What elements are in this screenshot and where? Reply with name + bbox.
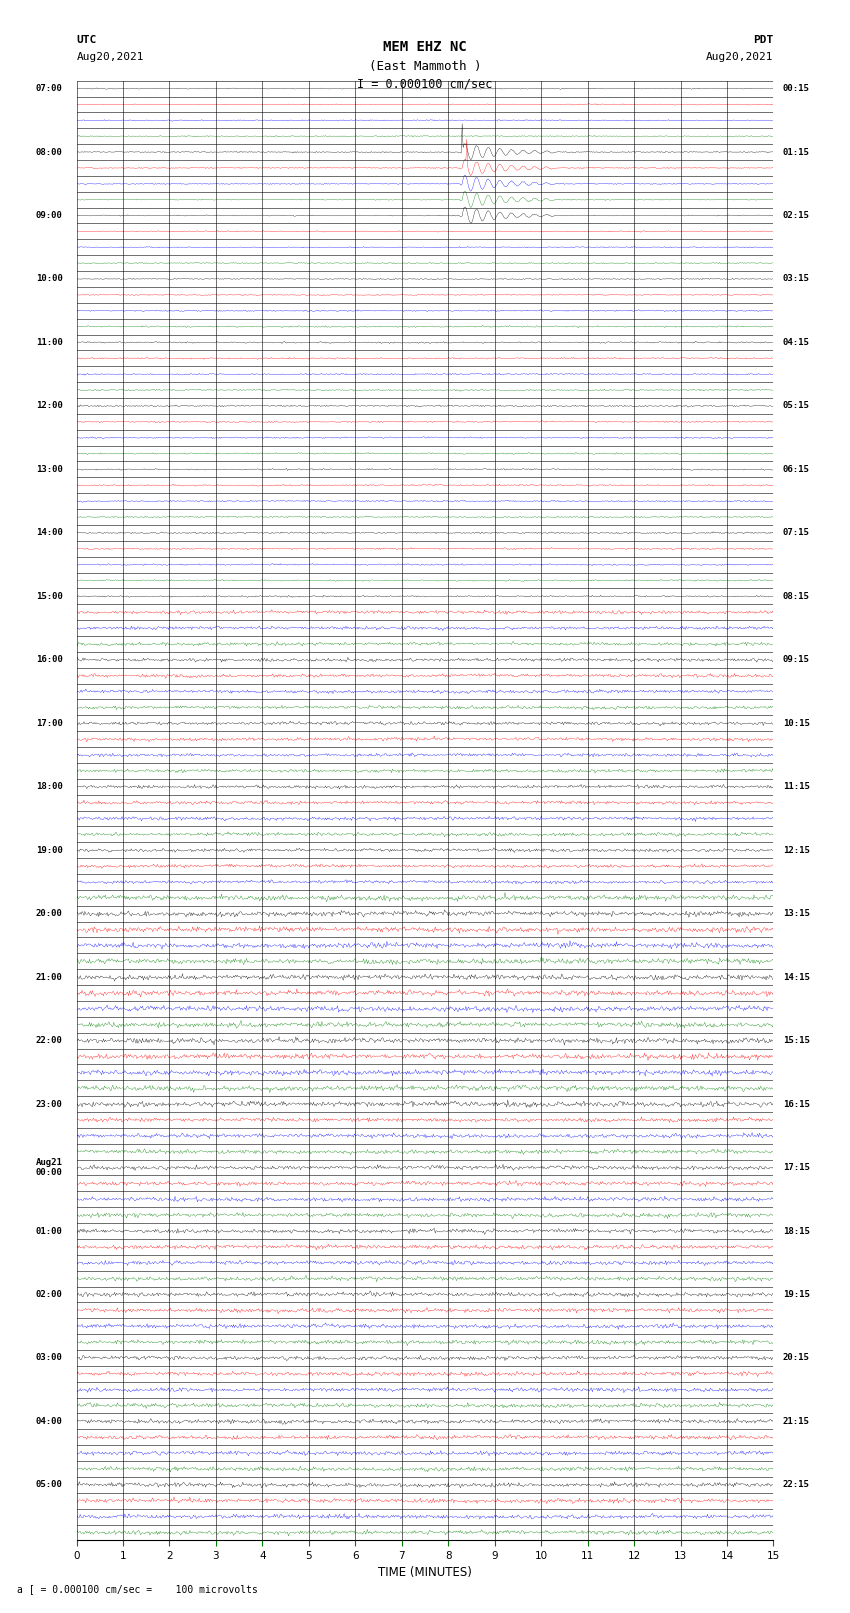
Text: 23:00: 23:00 [36, 1100, 63, 1108]
Text: 01:00: 01:00 [36, 1226, 63, 1236]
X-axis label: TIME (MINUTES): TIME (MINUTES) [378, 1566, 472, 1579]
Text: 15:00: 15:00 [36, 592, 63, 600]
Text: 13:00: 13:00 [36, 465, 63, 474]
Text: 02:15: 02:15 [783, 211, 810, 219]
Text: 11:15: 11:15 [783, 782, 810, 792]
Text: 08:15: 08:15 [783, 592, 810, 600]
Text: 02:00: 02:00 [36, 1290, 63, 1298]
Text: 17:00: 17:00 [36, 719, 63, 727]
Text: Aug20,2021: Aug20,2021 [706, 52, 774, 61]
Text: 17:15: 17:15 [783, 1163, 810, 1173]
Text: UTC: UTC [76, 35, 97, 45]
Text: PDT: PDT [753, 35, 774, 45]
Text: 14:00: 14:00 [36, 529, 63, 537]
Text: 04:00: 04:00 [36, 1416, 63, 1426]
Text: 05:15: 05:15 [783, 402, 810, 410]
Text: 20:00: 20:00 [36, 910, 63, 918]
Text: 04:15: 04:15 [783, 339, 810, 347]
Text: 00:15: 00:15 [783, 84, 810, 94]
Text: 11:00: 11:00 [36, 339, 63, 347]
Text: 19:15: 19:15 [783, 1290, 810, 1298]
Text: 15:15: 15:15 [783, 1036, 810, 1045]
Text: 16:15: 16:15 [783, 1100, 810, 1108]
Text: 21:00: 21:00 [36, 973, 63, 982]
Text: a [ = 0.000100 cm/sec =    100 microvolts: a [ = 0.000100 cm/sec = 100 microvolts [17, 1584, 258, 1594]
Text: MEM EHZ NC: MEM EHZ NC [383, 40, 467, 55]
Text: 05:00: 05:00 [36, 1481, 63, 1489]
Text: 19:00: 19:00 [36, 845, 63, 855]
Text: 07:15: 07:15 [783, 529, 810, 537]
Text: 03:00: 03:00 [36, 1353, 63, 1363]
Text: 06:15: 06:15 [783, 465, 810, 474]
Text: (East Mammoth ): (East Mammoth ) [369, 60, 481, 73]
Text: 10:00: 10:00 [36, 274, 63, 284]
Text: 16:00: 16:00 [36, 655, 63, 665]
Text: Aug21
00:00: Aug21 00:00 [36, 1158, 63, 1177]
Text: 18:00: 18:00 [36, 782, 63, 792]
Text: 21:15: 21:15 [783, 1416, 810, 1426]
Text: I = 0.000100 cm/sec: I = 0.000100 cm/sec [357, 77, 493, 90]
Text: 01:15: 01:15 [783, 147, 810, 156]
Text: 03:15: 03:15 [783, 274, 810, 284]
Text: 10:15: 10:15 [783, 719, 810, 727]
Text: 22:00: 22:00 [36, 1036, 63, 1045]
Text: 09:00: 09:00 [36, 211, 63, 219]
Text: Aug20,2021: Aug20,2021 [76, 52, 144, 61]
Text: 12:00: 12:00 [36, 402, 63, 410]
Text: 13:15: 13:15 [783, 910, 810, 918]
Text: 14:15: 14:15 [783, 973, 810, 982]
Text: 20:15: 20:15 [783, 1353, 810, 1363]
Text: 09:15: 09:15 [783, 655, 810, 665]
Text: 12:15: 12:15 [783, 845, 810, 855]
Text: 08:00: 08:00 [36, 147, 63, 156]
Text: 07:00: 07:00 [36, 84, 63, 94]
Text: 22:15: 22:15 [783, 1481, 810, 1489]
Text: 18:15: 18:15 [783, 1226, 810, 1236]
